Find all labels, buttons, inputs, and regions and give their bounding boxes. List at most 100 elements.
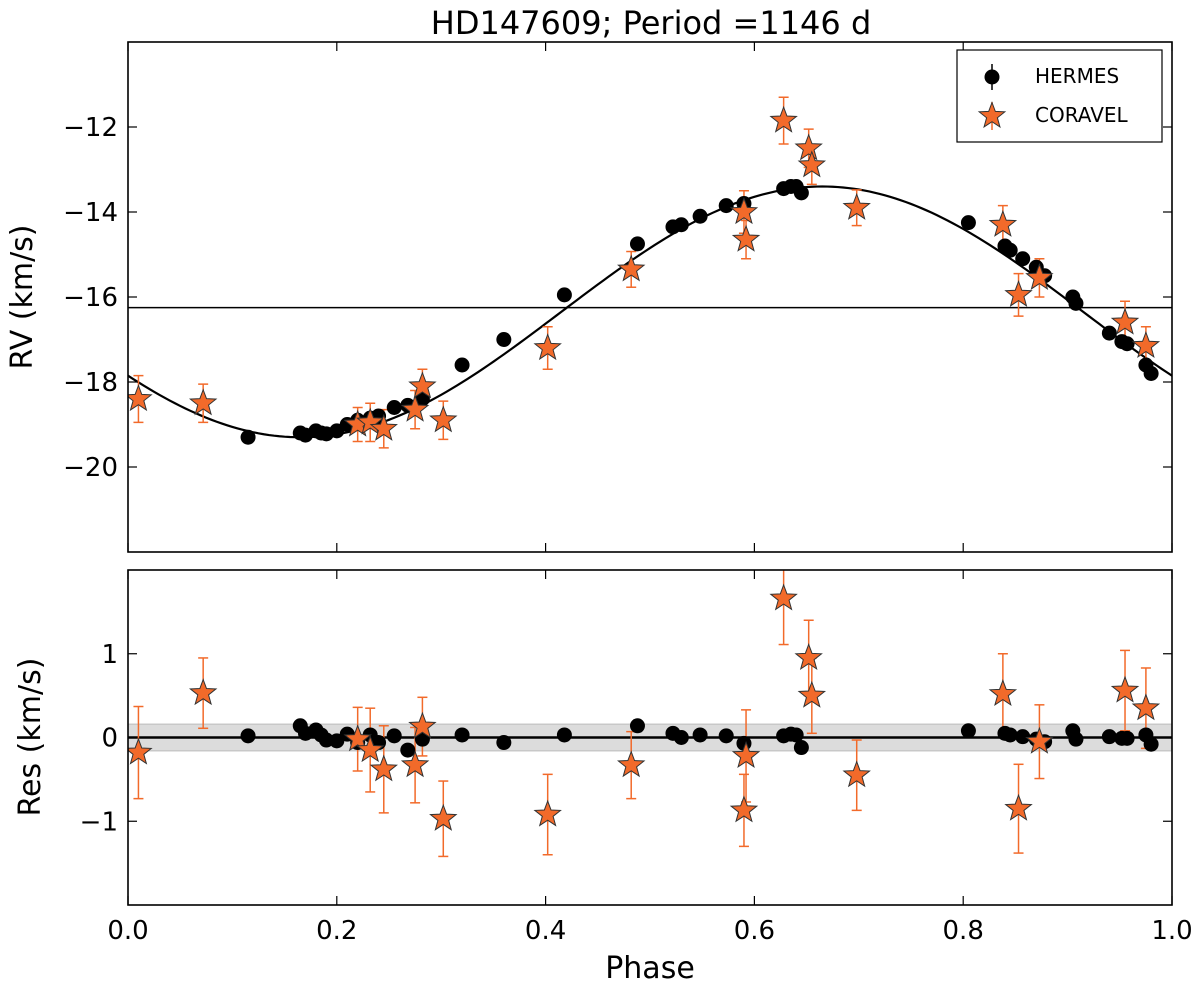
coravel-point	[731, 740, 761, 769]
legend-coravel-star	[977, 101, 1007, 129]
chart-title: HD147609; Period =1146 d	[431, 4, 872, 42]
hermes-point	[788, 727, 804, 743]
coravel-point	[729, 197, 759, 225]
coravel-point	[343, 724, 372, 752]
hermes-point	[1143, 736, 1159, 752]
hermes-point	[1015, 251, 1031, 267]
coravel-point	[356, 735, 385, 763]
legend-hermes-marker	[984, 64, 1000, 90]
rv-panel: −20 −18 −16 −14 −12 RV (km/s) HERMES CORAVEL	[5, 41, 1173, 553]
hermes-point	[1119, 730, 1135, 746]
hermes-point	[1002, 242, 1018, 258]
coravel-point	[617, 254, 646, 282]
hermes-point	[629, 236, 645, 252]
coravel-point	[429, 405, 458, 433]
hermes-point	[414, 391, 430, 407]
legend-coravel-label: CORAVEL	[1035, 103, 1129, 127]
hermes-point	[496, 735, 512, 751]
hermes-point	[556, 727, 572, 743]
hermes-point	[793, 740, 809, 756]
hermes-point	[454, 727, 470, 743]
coravel-point	[356, 407, 385, 435]
bottom-ytick-label: 0	[101, 724, 118, 754]
coravel-point	[794, 643, 823, 671]
bottom-ytick-label: 1	[101, 640, 118, 670]
hermes-point	[1015, 729, 1031, 745]
legend-hermes-label: HERMES	[1035, 64, 1119, 88]
legend-hermes-dot	[984, 69, 1000, 85]
hermes-point	[386, 400, 402, 415]
coravel-point	[797, 150, 827, 178]
coravel-point	[369, 754, 398, 782]
coravel-point	[842, 760, 871, 788]
coravel-point	[533, 799, 562, 827]
bottom-xtick-label: 0.2	[316, 916, 357, 946]
coravel-point	[408, 371, 437, 399]
coravel-point	[1110, 307, 1140, 335]
bottom-xtick-label: 0.0	[107, 916, 148, 946]
coravel-point	[533, 333, 562, 361]
residual-axis-label: Res (km/s)	[13, 658, 48, 817]
top-ytick-label: −18	[63, 368, 118, 398]
coravel-point	[988, 679, 1018, 707]
hermes-point	[1068, 295, 1084, 311]
hermes-point	[1002, 727, 1018, 743]
coravel-point	[188, 388, 218, 416]
hermes-point	[1101, 729, 1117, 745]
coravel-point	[1004, 793, 1033, 821]
coravel-point	[988, 209, 1018, 237]
coravel-point	[1004, 279, 1033, 307]
bottom-xtick-label: 0.6	[734, 916, 775, 946]
hermes-point	[414, 731, 430, 747]
top-ytick-label: −14	[63, 198, 118, 228]
hermes-point	[960, 215, 976, 231]
coravel-point	[729, 795, 759, 823]
hermes-point	[1143, 366, 1159, 381]
hermes-point	[673, 730, 689, 745]
coravel-point	[797, 680, 827, 708]
hermes-point	[718, 198, 734, 214]
coravel-point	[731, 224, 761, 252]
hermes-point	[673, 217, 689, 233]
coravel-point	[400, 750, 430, 778]
coravel-point	[369, 413, 398, 441]
hermes-point	[1119, 336, 1135, 352]
coravel-point	[429, 803, 458, 831]
hermes-point	[629, 718, 645, 734]
phase-axis-label: Phase	[605, 951, 695, 986]
coravel-point	[400, 394, 430, 422]
coravel-point	[1131, 330, 1161, 358]
top-ytick-label: −16	[63, 283, 118, 313]
coravel-point	[794, 133, 823, 161]
legend-coravel-marker	[977, 101, 1007, 130]
bottom-ytick-label: −1	[80, 807, 118, 837]
hermes-point	[718, 728, 734, 744]
coravel-point	[1110, 675, 1140, 703]
legend-box	[956, 49, 1163, 143]
hermes-point	[240, 728, 256, 744]
hermes-point	[454, 357, 470, 373]
coravel-point	[188, 678, 218, 706]
hermes-point	[960, 723, 976, 739]
hermes-point	[793, 185, 809, 201]
bottom-xtick-label: 0.4	[525, 916, 566, 946]
hermes-point	[692, 208, 708, 224]
hermes-point	[1068, 731, 1084, 747]
coravel-point	[842, 192, 871, 220]
orbit-fit-curve	[128, 185, 1172, 439]
hermes-point	[386, 728, 402, 744]
coravel-point	[617, 750, 646, 778]
coravel-point	[769, 583, 798, 611]
top-ytick-label: −20	[63, 453, 118, 483]
coravel-point	[1131, 693, 1161, 721]
bottom-xtick-label: 1.0	[1151, 916, 1192, 946]
coravel-point	[769, 105, 798, 133]
rv-axis-label: RV (km/s)	[5, 224, 40, 369]
hermes-point	[556, 287, 572, 303]
hermes-point	[692, 727, 708, 743]
hermes-point	[496, 332, 512, 347]
hermes-point	[400, 742, 416, 758]
coravel-point	[1025, 262, 1054, 290]
top-ytick-label: −12	[63, 113, 118, 143]
